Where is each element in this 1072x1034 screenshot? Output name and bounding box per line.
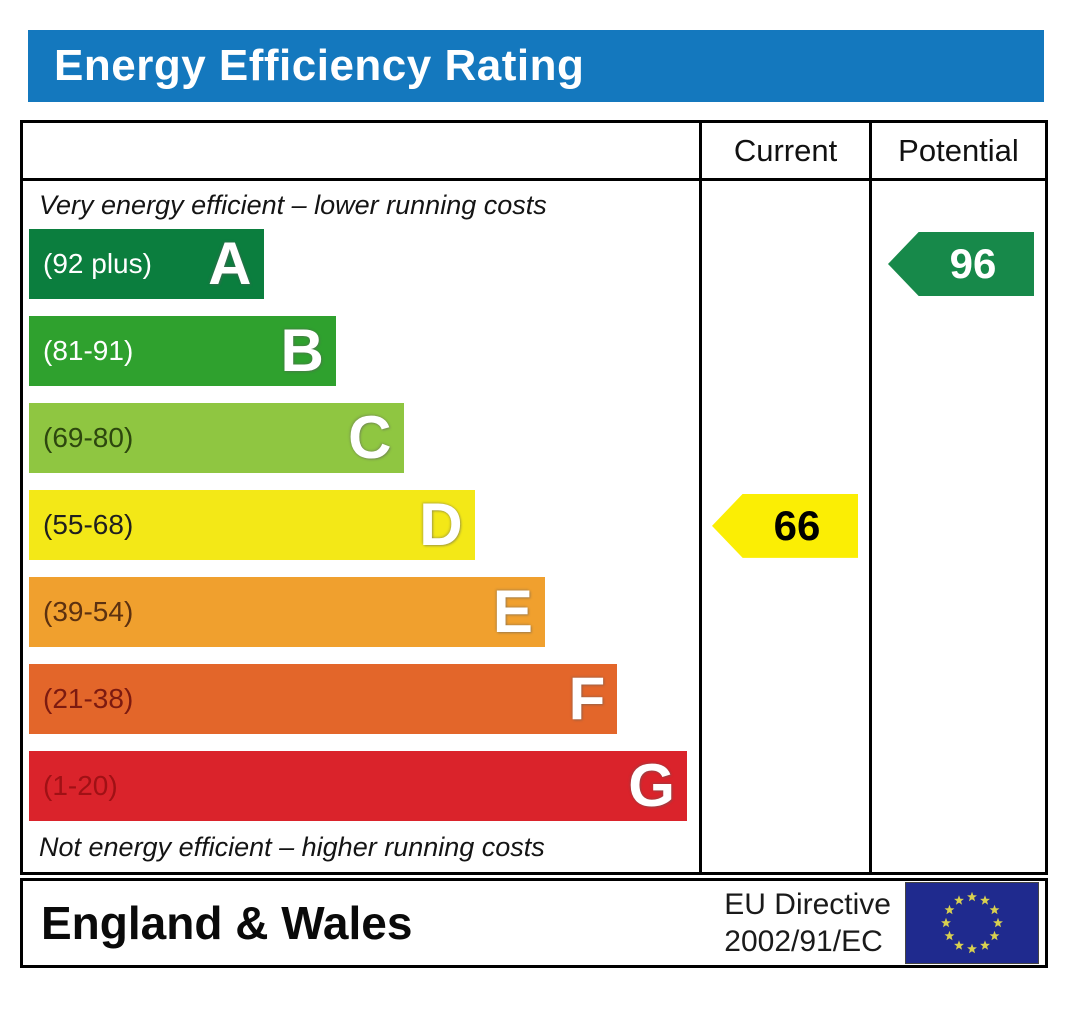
band-letter-e: E (492, 578, 533, 645)
page-title: Energy Efficiency Rating (54, 41, 585, 90)
epc-rating-table: Current Potential Very energy efficient … (20, 120, 1048, 875)
band-bar-f: (21-38) F (29, 664, 618, 734)
band-bar-b: (81-91) B (29, 316, 336, 386)
potential-rating-arrow: 96 (888, 232, 1034, 296)
potential-rating-column: 96 (869, 181, 1045, 872)
table-header-row: Current Potential (23, 123, 1045, 181)
eu-directive-label: EU Directive 2002/91/EC (724, 886, 905, 961)
band-letter-d: D (419, 491, 463, 558)
band-range-label: (81-91) (43, 335, 134, 366)
band-range-label: (92 plus) (43, 248, 152, 279)
band-range-label: (39-54) (43, 596, 134, 627)
header-cell-potential: Potential (869, 123, 1045, 178)
band-letter-c: C (348, 404, 392, 471)
eu-flag-icon (905, 882, 1039, 964)
band-range-label: (55-68) (43, 509, 134, 540)
band-letter-g: G (628, 752, 675, 819)
rating-bands: (92 plus) A (81-91) B (69-80) C (55-68) … (23, 229, 699, 821)
band-letter-a: A (208, 230, 252, 297)
band-bar-c: (69-80) C (29, 403, 404, 473)
band-bar-e: (39-54) E (29, 577, 545, 647)
current-rating-arrow: 66 (712, 493, 858, 558)
current-rating-column: 66 (699, 181, 869, 872)
band-bar-d: (55-68) D (29, 490, 475, 560)
rating-scale-column: Very energy efficient – lower running co… (23, 181, 699, 872)
band-range-label: (1-20) (43, 770, 118, 801)
header-cell-current: Current (699, 123, 869, 178)
top-caption: Very energy efficient – lower running co… (39, 189, 547, 220)
footer-bar: England & Wales EU Directive 2002/91/EC (20, 878, 1048, 968)
header-cell-empty (23, 123, 699, 178)
bottom-caption: Not energy efficient – higher running co… (39, 832, 545, 862)
title-bar: Energy Efficiency Rating (28, 30, 1044, 102)
band-bar-g: (1-20) G (29, 751, 687, 821)
table-body: Very energy efficient – lower running co… (23, 181, 1045, 872)
band-range-label: (69-80) (43, 422, 134, 453)
eu-directive-line1: EU Directive (724, 887, 891, 921)
current-rating-value: 66 (773, 501, 821, 549)
band-range-label: (21-38) (43, 683, 134, 714)
potential-rating-value: 96 (949, 240, 997, 287)
band-letter-b: B (280, 317, 324, 384)
band-letter-f: F (568, 665, 606, 732)
region-label: England & Wales (41, 897, 413, 949)
eu-directive-line2: 2002/91/EC (724, 925, 883, 958)
band-bar-a: (92 plus) A (29, 229, 264, 299)
